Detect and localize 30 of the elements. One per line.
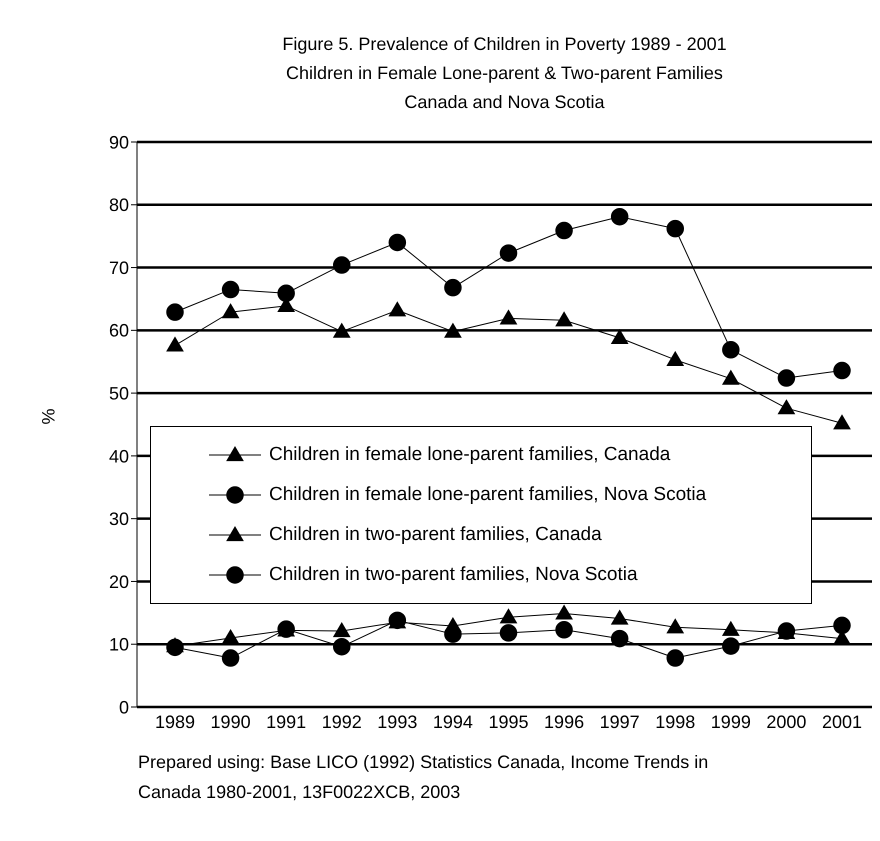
x-tick-label: 1997 — [600, 712, 640, 732]
x-tick-label: 1989 — [154, 712, 196, 732]
y-axis-title: % — [38, 408, 58, 424]
legend-label: Children in two-parent families, Nova Scotia — [269, 564, 638, 586]
y-tick-label: 60 — [108, 320, 129, 341]
x-tick-label: 1998 — [655, 712, 696, 732]
x-tick-label: 1996 — [544, 712, 584, 732]
text: Prepared using: Base LICO (1992) Statistics Canada, Income Trends in Canada 1980-2001, 13F0022XCB, 2003 — [138, 751, 710, 804]
y-tick-label: 90 — [108, 132, 129, 152]
x-tick-label: 1993 — [377, 712, 418, 732]
x-tick-label: 1992 — [322, 712, 362, 732]
x-tick-label: 1995 — [488, 712, 529, 732]
chart-title: Figure 5. Prevalence of Children in Poverty 1989 - 2001 Children in Female Lone-parent & Two-parent Families Canada and Nova Scotia — [281, 33, 728, 114]
legend-label: Children in female lone-parent families, Nova Scotia — [269, 484, 706, 506]
y-tick-label: 0 — [118, 697, 129, 718]
x-tick-label: 1994 — [432, 712, 473, 732]
y-tick-label: 40 — [108, 446, 129, 466]
x-tick-label: 2000 — [766, 712, 806, 732]
legend-label: Children in two-parent families, Canada — [269, 524, 602, 546]
x-tick-label: 1991 — [266, 712, 306, 732]
legend-label: Children in female lone-parent families, Canada — [269, 444, 670, 466]
y-tick-label: 10 — [108, 634, 129, 655]
y-tick-label: 30 — [108, 509, 129, 530]
y-tick-label: 50 — [108, 384, 129, 404]
x-tick-label: 1990 — [210, 712, 251, 732]
y-tick-label: 70 — [108, 258, 129, 278]
x-tick-label: 1999 — [710, 712, 751, 732]
x-tick-label: 2001 — [822, 712, 862, 732]
y-tick-label: 80 — [108, 195, 129, 216]
y-tick-label: 20 — [108, 572, 129, 592]
